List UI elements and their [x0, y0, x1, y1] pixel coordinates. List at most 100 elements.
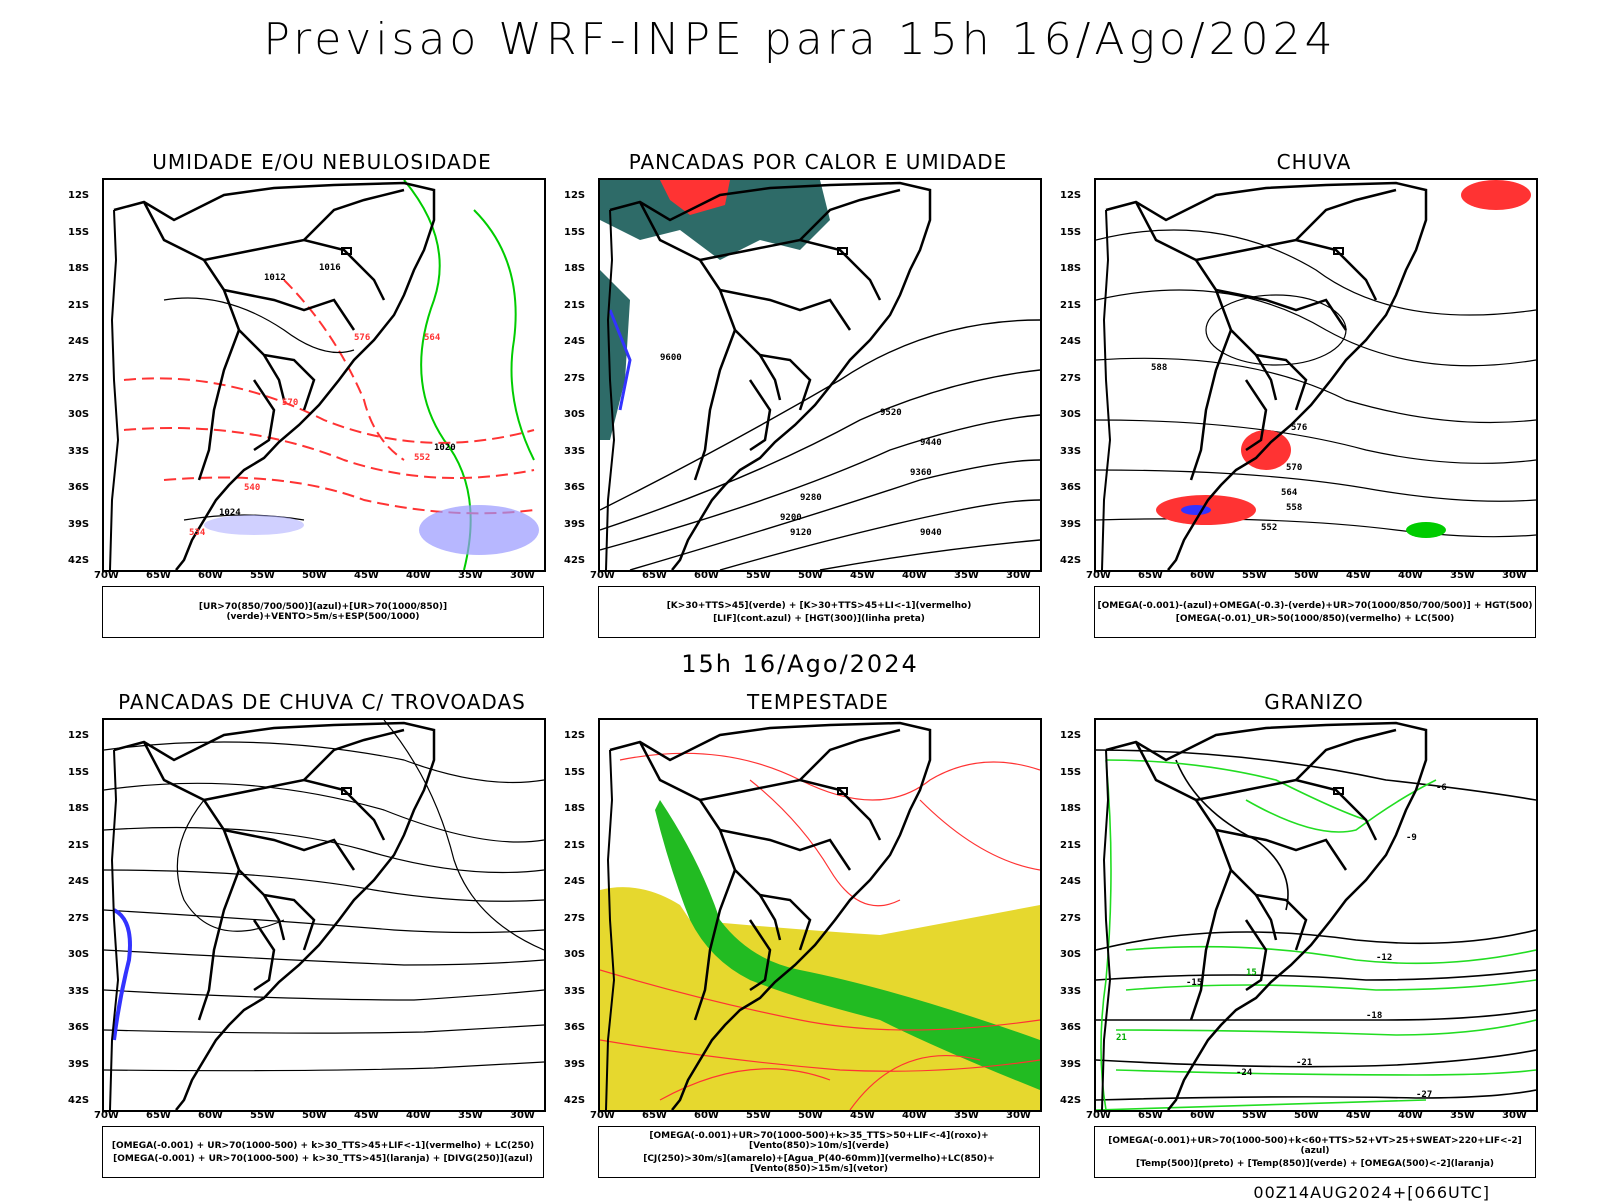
contour-label: 570 — [1286, 463, 1302, 473]
lat-label: 42S — [68, 555, 90, 566]
legend-line-2: [OMEGA(-0.01)_UR>50(1000/850)(vermelho) … — [1175, 613, 1455, 624]
legend-line-1: [UR>70(850/700/500)](azul)+[UR>70(1000/8… — [198, 602, 448, 622]
lon-label: 30W — [1502, 570, 1527, 581]
lon-label: 60W — [1190, 570, 1215, 581]
lon-label: 70W — [1086, 1110, 1111, 1121]
contour-label: -12 — [1376, 953, 1392, 963]
lat-label: 12S — [1060, 190, 1082, 201]
lat-label: 36S — [564, 1022, 586, 1033]
main-title: Previsao WRF-INPE para 15h 16/Ago/2024 — [263, 14, 1337, 65]
panel-title: GRANIZO — [1264, 690, 1364, 714]
map-granizo: -6 -9 -12 -15 -18 -21 -24 -27 15 21 — [1094, 718, 1538, 1112]
panel-chuva: CHUVA 588 576 570 564 558 552 [OMEGA(-0.… — [1060, 150, 1594, 638]
contour-label: 9200 — [780, 513, 802, 523]
panel-title: UMIDADE E/OU NEBULOSIDADE — [152, 150, 492, 174]
lon-label: 45W — [850, 570, 875, 581]
panel-granizo: GRANIZO -6 — [1060, 690, 1594, 1178]
contour-label: 9440 — [920, 438, 942, 448]
lon-label: 50W — [1294, 570, 1319, 581]
lon-label: 40W — [1398, 1110, 1423, 1121]
contour-label: -6 — [1436, 783, 1447, 793]
lat-label: 24S — [564, 336, 586, 347]
lat-label: 30S — [68, 949, 90, 960]
map-tempestade — [598, 718, 1042, 1112]
contour-label: -15 — [1186, 978, 1202, 988]
lon-label: 55W — [746, 570, 771, 581]
lon-label: 35W — [954, 570, 979, 581]
contour-label: -27 — [1416, 1090, 1432, 1100]
contour-label: 9280 — [800, 493, 822, 503]
run-info-footer: 00Z14AUG2024+[066UTC] — [1253, 1183, 1490, 1202]
lat-label: 24S — [564, 876, 586, 887]
lon-label: 35W — [458, 570, 483, 581]
lon-label: 60W — [694, 1110, 719, 1121]
lon-label: 50W — [798, 1110, 823, 1121]
lon-label: 70W — [1086, 570, 1111, 581]
lat-label: 27S — [1060, 912, 1082, 924]
lon-label: 65W — [1138, 1110, 1163, 1121]
contour-label: 558 — [1286, 503, 1302, 513]
lat-label: 33S — [564, 445, 586, 457]
lat-label: 24S — [1060, 336, 1082, 347]
lon-label: 45W — [1346, 1110, 1371, 1121]
lon-label: 60W — [1190, 1110, 1215, 1121]
lon-label: 50W — [798, 570, 823, 581]
lon-label: 35W — [1450, 570, 1475, 581]
map-umidade: 1012 1016 1020 1024 570 576 564 552 540 … — [102, 178, 546, 572]
lat-label: 42S — [68, 1095, 90, 1106]
contour-label: 9120 — [790, 528, 812, 538]
panel-title: PANCADAS POR CALOR E UMIDADE — [628, 150, 1008, 174]
lat-label: 30S — [1060, 409, 1082, 420]
contour-label: 15 — [1246, 968, 1257, 978]
lon-label: 30W — [1006, 570, 1031, 581]
lon-label: 50W — [302, 570, 327, 581]
lon-label: 30W — [1006, 1110, 1031, 1121]
lon-label: 60W — [198, 570, 223, 581]
lon-label: 40W — [406, 570, 431, 581]
lat-label: 33S — [68, 985, 90, 997]
lon-label: 65W — [642, 570, 667, 581]
contour-label: 576 — [354, 333, 370, 343]
lon-label: 65W — [1138, 570, 1163, 581]
legend: [K>30+TTS>45](verde) + [K>30+TTS>45+LI<-… — [598, 586, 1040, 638]
lat-label: 12S — [564, 190, 586, 201]
legend: [OMEGA(-0.001)+UR>70(1000-500)+k>35_TTS>… — [598, 1126, 1040, 1178]
contour-label: 570 — [282, 398, 298, 408]
lon-label: 45W — [1346, 570, 1371, 581]
contour-label: 9520 — [880, 408, 902, 418]
legend: [UR>70(850/700/500)](azul)+[UR>70(1000/8… — [102, 586, 544, 638]
lon-label: 55W — [1242, 570, 1267, 581]
lon-label: 55W — [250, 570, 275, 581]
lon-label: 70W — [590, 570, 615, 581]
lon-label: 30W — [510, 1110, 535, 1121]
contour-label: 564 — [1281, 488, 1298, 498]
lat-label: 21S — [1060, 299, 1082, 311]
contour-label: 9360 — [910, 468, 932, 478]
lon-label: 65W — [146, 1110, 171, 1121]
lon-label: 40W — [1398, 570, 1423, 581]
lat-label: 15S — [564, 766, 586, 778]
contour-label: 9040 — [920, 528, 942, 538]
lat-label: 21S — [564, 839, 586, 851]
lat-label: 12S — [564, 730, 586, 741]
lon-label: 40W — [406, 1110, 431, 1121]
panel-umidade: UMIDADE E/OU NEBULOSIDADE 1012 1016 1020… — [68, 150, 602, 638]
contour-label: -9 — [1406, 833, 1417, 843]
lat-label: 30S — [564, 949, 586, 960]
lat-label: 30S — [1060, 949, 1082, 960]
panel-title: CHUVA — [1276, 150, 1352, 174]
lat-label: 21S — [1060, 839, 1082, 851]
lat-label: 36S — [68, 1022, 90, 1033]
lat-label: 27S — [564, 372, 586, 384]
legend-line-1: [K>30+TTS>45](verde) + [K>30+TTS>45+LI<-… — [666, 600, 972, 611]
lat-label: 24S — [68, 336, 90, 347]
panel-title: PANCADAS DE CHUVA C/ TROVOADAS — [118, 690, 526, 714]
lon-label: 70W — [94, 570, 119, 581]
lat-label: 15S — [1060, 766, 1082, 778]
lat-label: 39S — [564, 518, 586, 530]
lat-label: 12S — [1060, 730, 1082, 741]
lat-label: 12S — [68, 190, 90, 201]
lon-label: 60W — [694, 570, 719, 581]
legend-line-1: [OMEGA(-0.001) + UR>70(1000-500) + k>30_… — [111, 1140, 535, 1151]
lat-label: 42S — [564, 555, 586, 566]
